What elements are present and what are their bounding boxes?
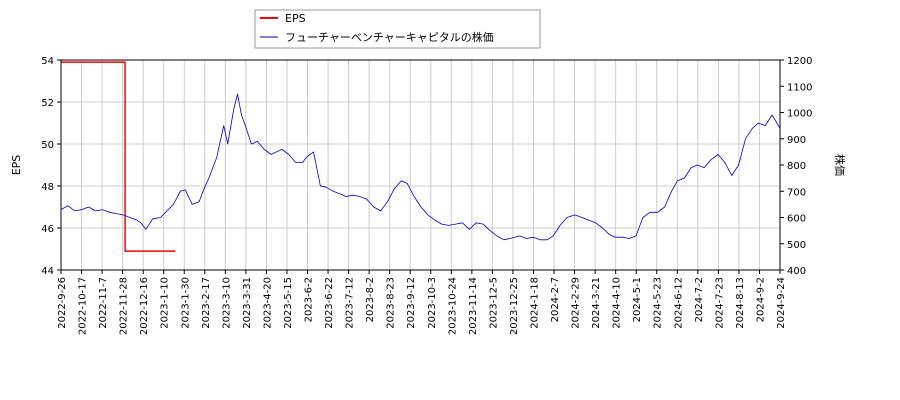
x-tick-label: 2023-7-12 [345, 277, 356, 329]
x-tick-label: 2023-8-2 [365, 277, 376, 322]
y-right-tick-label: 900 [787, 135, 806, 146]
x-tick-label: 2024-5-23 [653, 277, 664, 329]
x-tick-label: 2024-1-18 [529, 277, 540, 329]
eps-series-line [61, 61, 176, 252]
legend: EPS フューチャーベンチャーキャピタルの株価 [254, 9, 541, 49]
x-tick-label: 2023-3-10 [221, 277, 232, 329]
x-tick-label: 2022-12-16 [139, 277, 150, 335]
x-tick-label: 2022-11-28 [119, 277, 130, 335]
x-tick-label: 2023-3-31 [242, 277, 253, 329]
x-tick-label: 2024-4-10 [612, 277, 623, 329]
y-left-tick-label: 48 [41, 182, 54, 193]
x-tick-label: 2023-4-20 [262, 277, 273, 329]
legend-label-stock-price: フューチャーベンチャーキャピタルの株価 [285, 30, 494, 44]
x-tick-label: 2023-8-23 [386, 277, 397, 329]
x-tick-label: 2023-12-25 [509, 277, 520, 335]
y-right-tick-label: 500 [787, 240, 806, 251]
x-tick-label: 2023-2-17 [201, 277, 212, 329]
x-tick-label: 2023-10-3 [427, 277, 438, 329]
x-tick-label: 2024-6-12 [673, 277, 684, 329]
legend-box [254, 9, 541, 49]
x-tick-label: 2022-10-17 [78, 277, 89, 335]
y-right-tick-label: 400 [787, 266, 806, 277]
x-tick-label: 2024-2-7 [550, 277, 561, 322]
y-right-tick-label: 1200 [787, 56, 812, 67]
y-axis-right-title: 株価 [833, 154, 847, 176]
series-layer [60, 61, 781, 252]
y-left-tick-label: 52 [41, 98, 54, 109]
x-tick-label: 2023-11-14 [468, 277, 479, 335]
y-axis-left-title: EPS [10, 155, 23, 176]
x-tick-label: 2024-9-24 [776, 277, 787, 329]
y-right-tick-label: 600 [787, 214, 806, 225]
x-tick-label: 2023-9-12 [406, 277, 417, 329]
x-tick-label: 2024-5-1 [632, 277, 643, 322]
x-tick-label: 2023-5-15 [283, 277, 294, 329]
y-right-tick-label: 700 [787, 187, 806, 198]
y-right-tick-label: 1000 [787, 109, 812, 120]
x-tick-label: 2023-12-5 [488, 277, 499, 329]
stock-price-series-line [60, 93, 781, 241]
y-left-tick-label: 46 [41, 224, 54, 235]
x-tick-label: 2024-3-21 [591, 277, 602, 329]
legend-label-eps: EPS [285, 12, 306, 25]
x-tick-label: 2023-6-22 [324, 277, 335, 329]
x-tick-label: 2022-9-26 [57, 277, 68, 329]
x-tick-label: 2024-2-29 [571, 277, 582, 329]
x-tick-label: 2024-7-2 [694, 277, 705, 322]
axes: 44 46 48 50 52 54 400 500 600 700 800 900 1000 1100 12… [41, 56, 812, 335]
y-left-tick-label: 50 [41, 140, 54, 151]
y-right-tick-label: 800 [787, 161, 806, 172]
x-tick-label: 2024-8-13 [735, 277, 746, 329]
x-tick-label: 2023-1-10 [160, 277, 171, 329]
y-right-tick-label: 1100 [787, 82, 812, 93]
x-tick-label: 2022-11-7 [98, 277, 109, 329]
x-tick-label: 2023-10-24 [447, 277, 458, 335]
y-left-tick-label: 44 [41, 266, 54, 277]
x-tick-label: 2024-7-23 [714, 277, 725, 329]
x-tick-label: 2024-9-2 [755, 277, 766, 322]
x-tick-label: 2023-6-2 [304, 277, 315, 322]
y-left-tick-label: 54 [41, 56, 54, 67]
x-tick-label: 2023-1-30 [180, 277, 191, 329]
